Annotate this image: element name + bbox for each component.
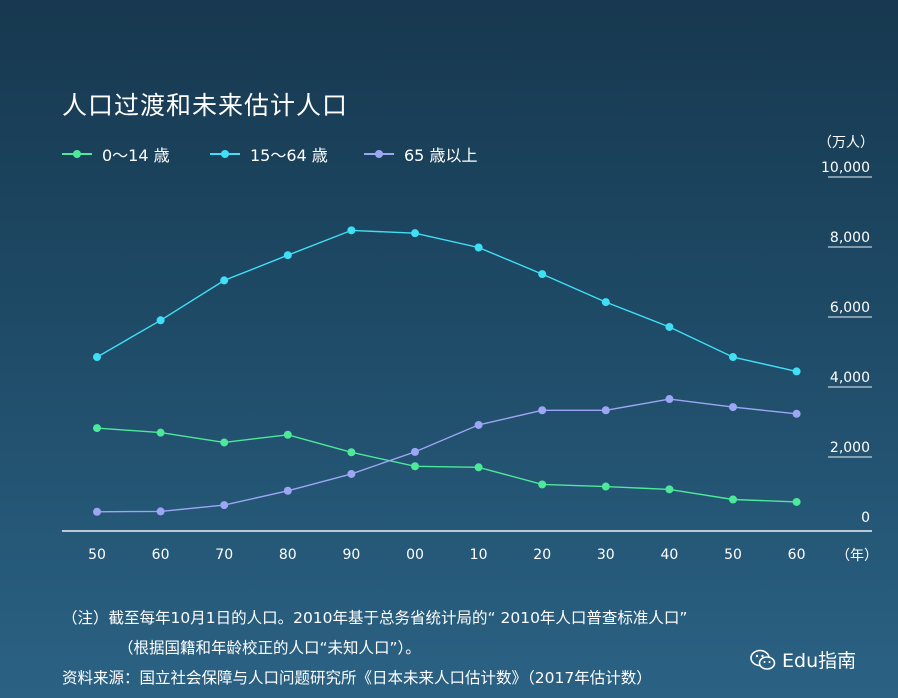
wechat-icon (750, 649, 776, 670)
data-point (220, 276, 229, 285)
data-point (411, 447, 419, 456)
data-point (411, 229, 419, 238)
data-point (729, 495, 737, 504)
data-point (411, 462, 419, 471)
x-tick-label: 80 (279, 547, 297, 563)
data-point (601, 298, 610, 307)
legend-marker (364, 150, 394, 158)
data-point (792, 497, 801, 506)
x-tick-label: 90 (342, 547, 360, 563)
legend-marker (210, 150, 240, 158)
data-point (156, 428, 165, 437)
x-tick-label: 20 (533, 547, 551, 563)
data-point (220, 501, 229, 510)
y-tick-label: 8,000 (830, 230, 870, 246)
data-point (538, 406, 547, 415)
data-point (474, 463, 483, 472)
data-point (283, 251, 292, 260)
data-point (93, 353, 101, 362)
watermark: Edu指南 (750, 646, 856, 673)
data-point (347, 448, 356, 457)
x-tick-label: 60 (788, 547, 806, 563)
data-point (283, 430, 292, 439)
footnote-1: （注）截至每年10月1日的人口。2010年基于总务省统计局的“ 2010年人口普… (62, 609, 688, 627)
data-point (347, 226, 356, 235)
data-point (156, 316, 165, 325)
series-line-0 (96, 427, 797, 503)
y-tick-label: 2,000 (830, 440, 870, 456)
legend-label: 15～64 歳 (250, 146, 328, 165)
watermark-text: Edu指南 (782, 650, 857, 672)
y-tick-label: 4,000 (830, 370, 870, 386)
data-point (665, 322, 674, 331)
legend-label: 65 歳以上 (404, 146, 478, 165)
data-point (474, 243, 483, 252)
legend-item-15-64: 15～64 歳 (210, 142, 328, 166)
data-point (601, 482, 610, 491)
series-line-1 (96, 229, 797, 373)
y-tick-label: 10,000 (821, 160, 870, 176)
data-point (665, 395, 674, 404)
data-point (474, 420, 483, 429)
legend-item-0-14: 0～14 歳 (62, 142, 170, 166)
legend-label: 0～14 歳 (102, 146, 170, 165)
data-point (283, 486, 292, 495)
footnote-2: （根据国籍和年龄校正的人口“未知人口”）。 (118, 639, 421, 657)
data-point (220, 438, 229, 447)
data-point (93, 507, 101, 516)
data-point (538, 480, 547, 489)
source-note: 资料来源：国立社会保障与人口问题研究所《日本未来人口估计数》（2017年估计数） (62, 669, 652, 687)
x-tick-label: 40 (660, 547, 678, 563)
y-tick-label: 0 (861, 510, 870, 526)
legend-item-65-plus: 65 歳以上 (364, 142, 477, 166)
data-point (729, 403, 737, 412)
data-point (729, 353, 737, 362)
x-axis-unit: （年） (836, 548, 878, 564)
x-tick-label: 60 (152, 547, 170, 563)
data-point (601, 406, 610, 415)
legend-marker (62, 150, 92, 158)
data-point (792, 367, 801, 376)
x-tick-label: 70 (215, 547, 233, 563)
data-point (538, 270, 547, 279)
data-point (665, 485, 674, 494)
chart-title: 人口过渡和未来估计人口 (62, 91, 349, 120)
data-point (93, 424, 101, 433)
x-tick-label: 50 (88, 547, 106, 563)
data-point (792, 409, 801, 418)
y-tick-label: 6,000 (830, 300, 870, 316)
y-axis-unit: （万人） (818, 135, 874, 151)
x-tick-label: 50 (724, 547, 742, 563)
x-tick-label: 00 (406, 547, 424, 563)
x-tick-label: 30 (597, 547, 615, 563)
data-point (156, 507, 165, 516)
x-tick-label: 10 (470, 547, 488, 563)
data-point (347, 469, 356, 478)
series-line-2 (96, 398, 797, 513)
